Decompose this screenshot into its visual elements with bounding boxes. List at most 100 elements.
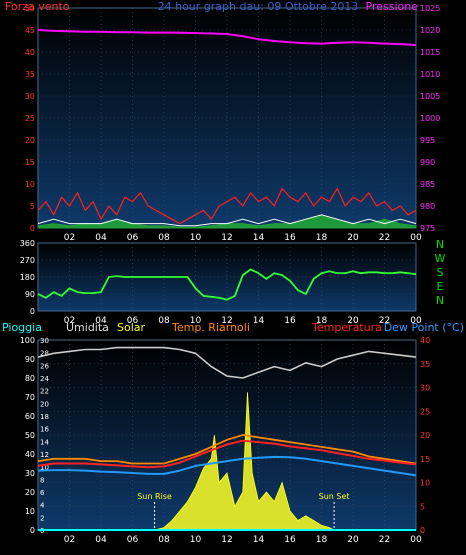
temperature-axis-tick: 35 <box>420 360 430 369</box>
rain-axis-tick: 0 <box>30 526 35 535</box>
pressure-axis-ticks: 975 980 985 990 995 1000 1005 1010 1015 1020 1025 <box>420 4 440 233</box>
wind-direction-x-tick: 12 <box>221 316 232 326</box>
humidity-axis-tick: 2 <box>40 514 44 522</box>
wind-pressure-x-tick: 06 <box>127 233 139 243</box>
wind-axis-ticks: 0 5 10 15 20 25 30 35 40 45 50 <box>25 4 35 233</box>
apparent-temperature-line <box>37 434 417 465</box>
compass-label: N <box>436 294 444 307</box>
wind-axis-title: Forza vento <box>5 0 70 13</box>
direction-axis-tick: 180 <box>20 273 35 282</box>
compass-label: W <box>435 252 446 265</box>
legend-dewpoint: Dew Point (°C) <box>384 321 464 334</box>
temperature-x-tick: 10 <box>190 535 202 545</box>
legend-temperature: Temperatura <box>311 321 382 334</box>
wind-direction-grid <box>38 242 417 312</box>
wind-direction-x-ticks: 02 04 06 08 10 12 14 16 18 20 22 00 <box>64 316 422 326</box>
rain-axis-tick: 90 <box>25 355 35 364</box>
temperature-axis-tick: 5 <box>420 502 425 511</box>
rain-axis-tick: 70 <box>25 393 35 402</box>
wind-axis-tick: 50 <box>25 4 35 13</box>
direction-axis-tick: 0 <box>30 307 35 316</box>
wind-axis-tick: 30 <box>25 92 35 101</box>
rain-axis-tick: 50 <box>25 431 35 440</box>
wind-pressure-x-tick: 00 <box>410 233 422 243</box>
temperature-x-tick: 12 <box>221 535 232 545</box>
compass-label: N <box>436 238 444 251</box>
sunrise-label: Sun Rise <box>137 492 172 501</box>
wind-direction-x-tick: 22 <box>379 316 390 326</box>
pressure-axis-tick: 980 <box>420 202 435 211</box>
pressure-axis-tick: 995 <box>420 136 435 145</box>
wind-direction-x-tick: 02 <box>64 316 75 326</box>
wind-direction-x-tick: 04 <box>95 316 107 326</box>
humidity-axis-tick: 8 <box>40 476 44 484</box>
temperature-x-tick: 22 <box>379 535 390 545</box>
pressure-axis-title: Pressione <box>366 0 419 13</box>
pressure-axis-tick: 1025 <box>420 4 440 13</box>
wind-pressure-x-tick: 16 <box>284 233 296 243</box>
temperature-x-ticks: 02 04 06 08 10 12 14 16 18 20 22 00 <box>64 535 422 545</box>
wind-pressure-x-tick: 10 <box>190 233 202 243</box>
chart-title: 24 hour graph dau: 09 Ottobre 2013 <box>158 0 359 13</box>
solar-area <box>154 392 335 531</box>
humidity-axis-tick: 6 <box>40 489 45 497</box>
humidity-line <box>37 346 417 379</box>
compass-label: S <box>437 266 444 279</box>
wind-axis-tick: 5 <box>30 202 35 211</box>
humidity-axis-tick: 14 <box>40 438 49 446</box>
pressure-axis-tick: 1015 <box>420 48 440 57</box>
humidity-axis-tick: 10 <box>40 464 49 472</box>
direction-axis-tick: 90 <box>25 290 35 299</box>
temperature-x-tick: 16 <box>284 535 296 545</box>
wind-direction-x-tick: 14 <box>253 316 265 326</box>
wind-gust-line <box>37 214 417 227</box>
legend-humidity: Umidita <box>66 321 109 334</box>
temperature-x-tick: 14 <box>253 535 265 545</box>
pressure-axis-tick: 1005 <box>420 92 440 101</box>
temperature-line <box>37 439 417 469</box>
humidity-axis-tick: 18 <box>40 413 49 421</box>
wind-axis-tick: 0 <box>30 224 35 233</box>
wind-pressure-x-ticks: 02 04 06 08 10 12 14 16 18 20 22 00 <box>64 233 422 243</box>
sun-annotations: Sun Rise Sun Set <box>137 492 350 530</box>
dewpoint-line <box>37 455 417 477</box>
rain-axis-tick: 40 <box>25 450 35 459</box>
wind-direction-x-tick: 10 <box>190 316 202 326</box>
wind-pressure-x-tick: 12 <box>221 233 232 243</box>
temperature-x-tick: 20 <box>347 535 359 545</box>
temperature-x-tick: 06 <box>127 535 139 545</box>
wind-pressure-x-tick: 20 <box>347 233 359 243</box>
legend-solar: Solar <box>117 321 146 334</box>
pressure-axis-tick: 1020 <box>420 26 440 35</box>
humidity-axis-tick: 16 <box>40 426 49 434</box>
temperature-axis-ticks: 0 5 10 15 20 25 30 35 40 <box>420 336 430 535</box>
rain-axis-tick: 100 <box>20 336 35 345</box>
humidity-axis-tick: 30 <box>40 337 49 345</box>
wind-direction-x-tick: 20 <box>347 316 359 326</box>
wind-pressure-x-tick: 02 <box>64 233 75 243</box>
rain-axis-tick: 10 <box>25 507 35 516</box>
wind-axis-tick: 20 <box>25 136 35 145</box>
direction-axis-tick: 360 <box>20 239 35 248</box>
pressure-line <box>37 29 417 46</box>
pressure-axis-tick: 975 <box>420 224 435 233</box>
pressure-axis-tick: 1000 <box>420 114 440 123</box>
temperature-axis-tick: 40 <box>420 336 430 345</box>
temperature-axis-tick: 30 <box>420 384 430 393</box>
wind-axis-tick: 15 <box>25 158 35 167</box>
wind-pressure-series <box>37 29 417 229</box>
humidity-axis-tick: 26 <box>40 362 49 370</box>
wind-direction-series <box>37 268 417 301</box>
rain-axis-tick: 60 <box>25 412 35 421</box>
temperature-axis-tick: 10 <box>420 479 430 488</box>
temperature-x-tick: 18 <box>316 535 328 545</box>
temperature-x-tick: 08 <box>158 535 170 545</box>
wind-direction-x-tick: 00 <box>410 316 422 326</box>
temperature-axis-tick: 20 <box>420 431 430 440</box>
wind-axis-tick: 40 <box>25 48 35 57</box>
